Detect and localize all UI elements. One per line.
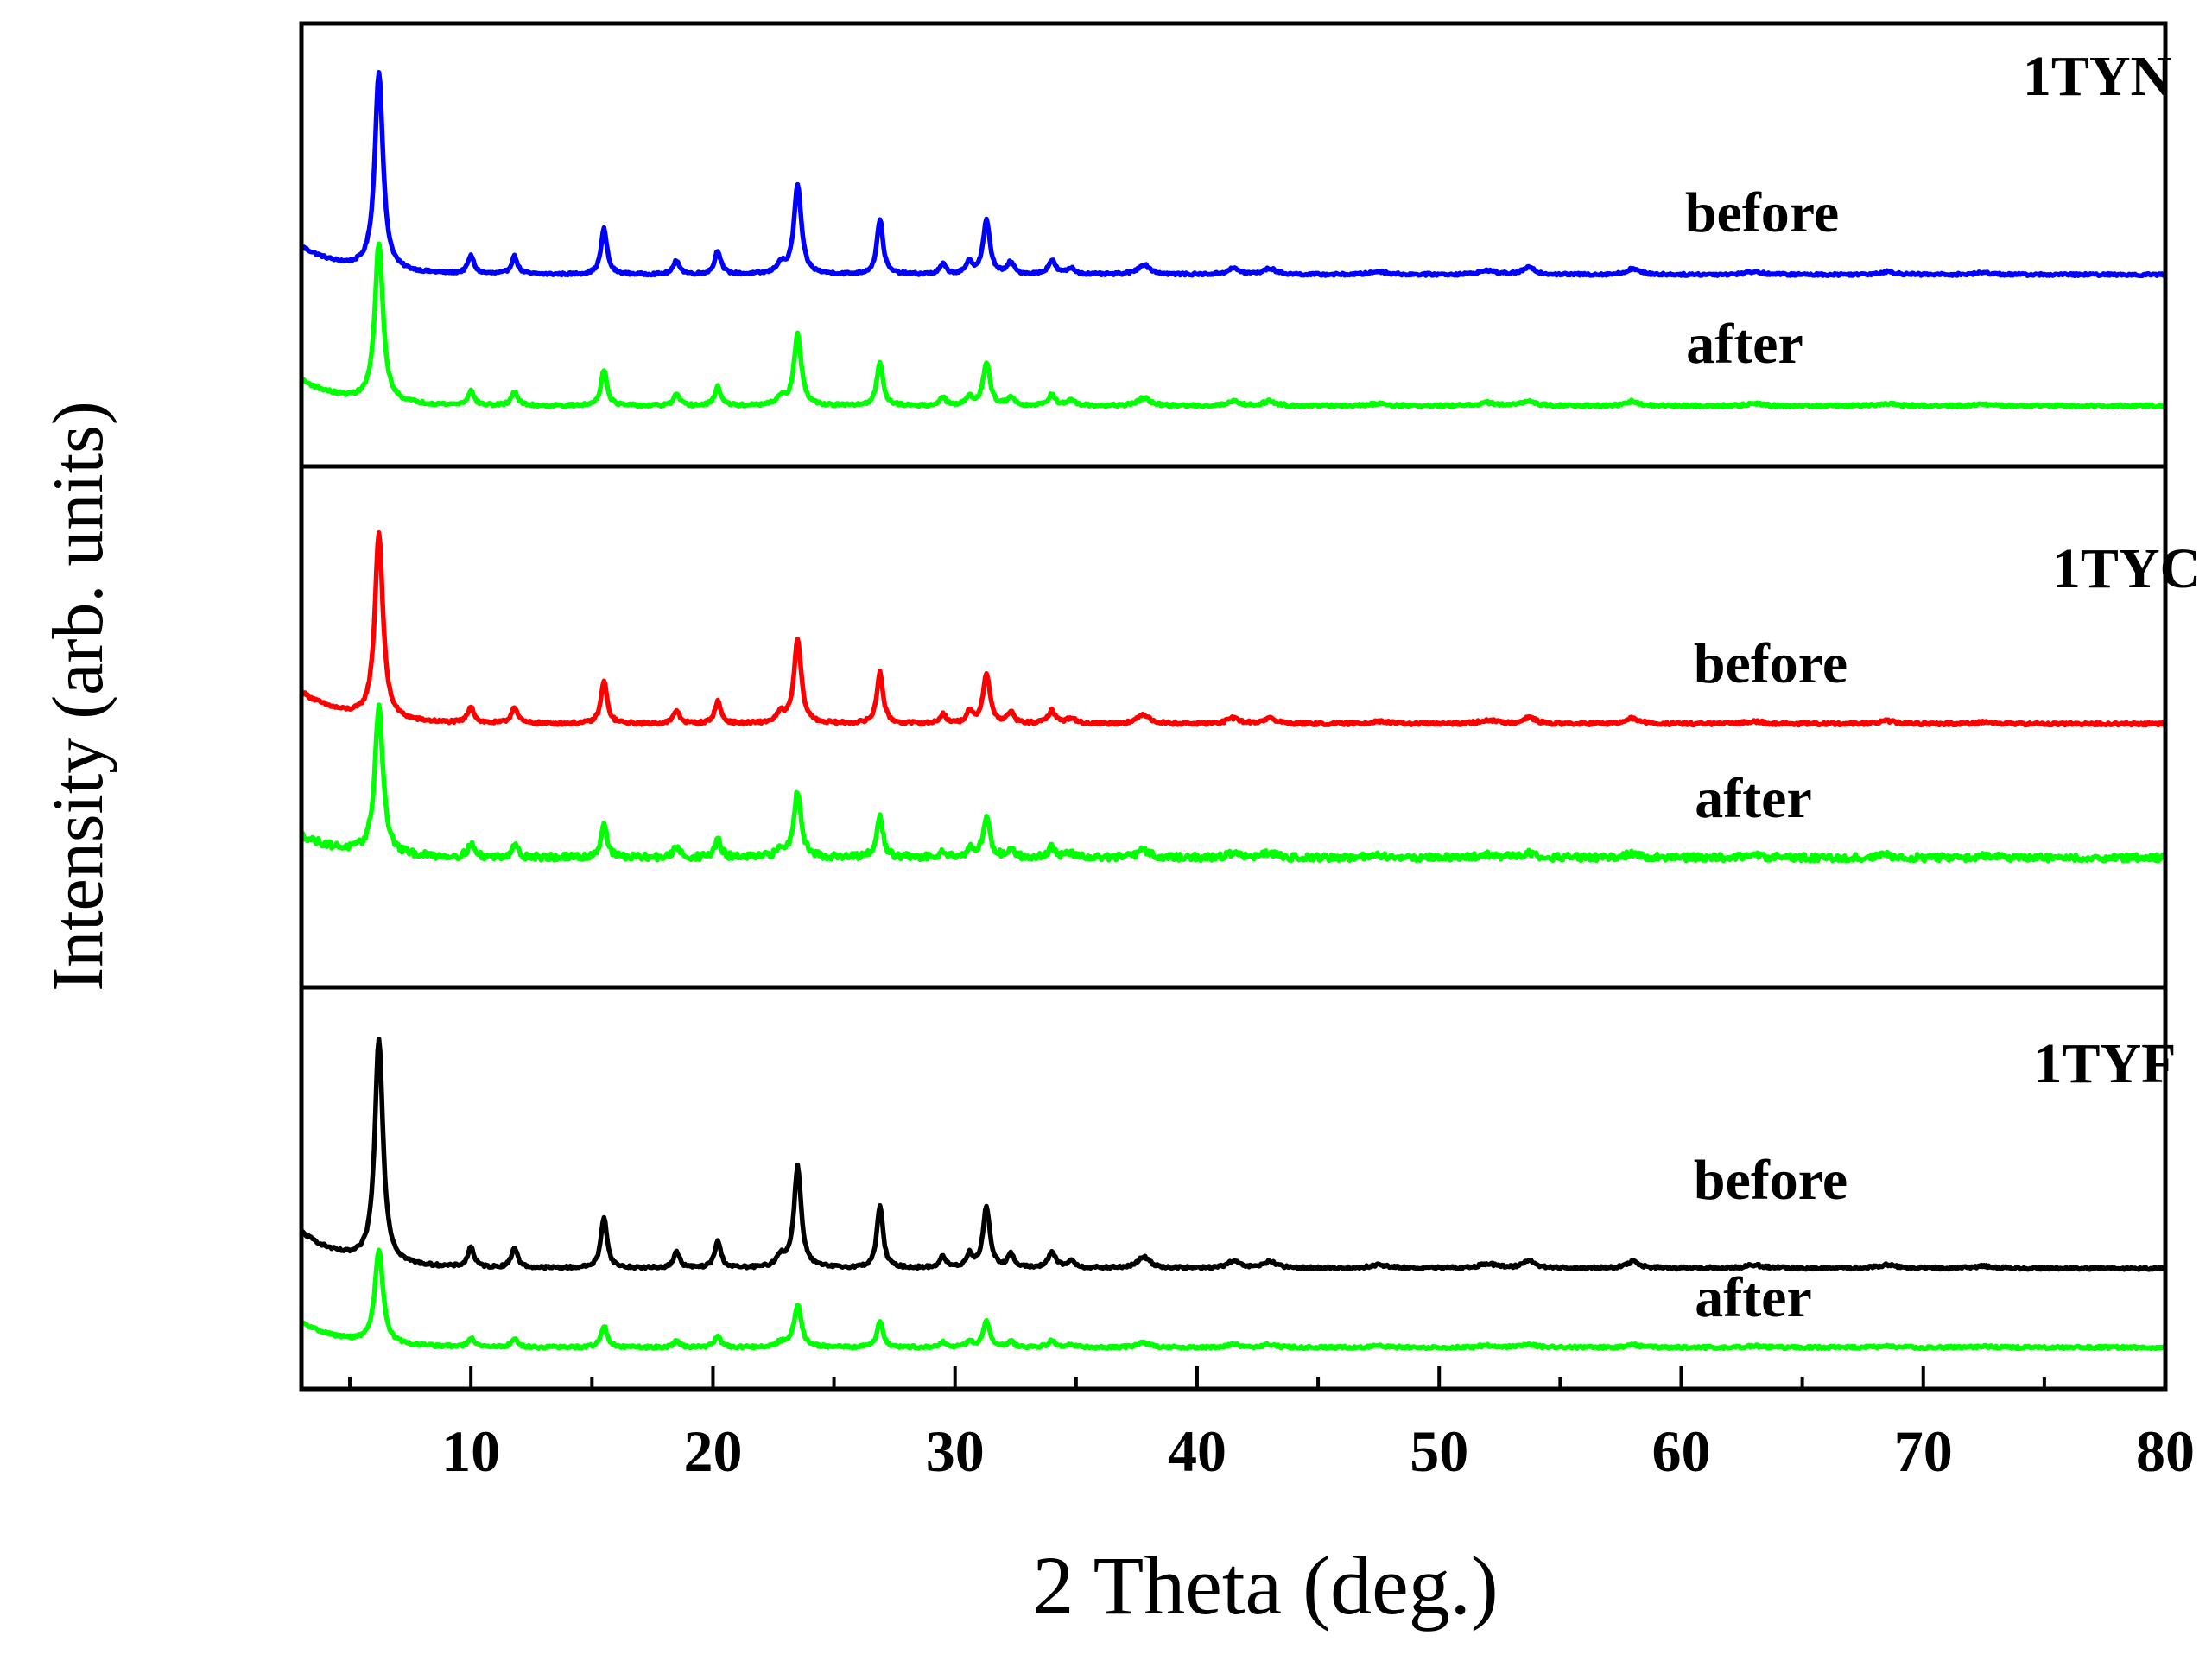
series-label-1tyf-after: after	[1695, 1266, 1812, 1329]
x-axis-label: 2 Theta (deg.)	[1032, 1539, 1498, 1632]
series-line-1tyf-before	[300, 1036, 2167, 1272]
x-tick-label-70: 70	[1894, 1418, 1953, 1484]
series-line-1tyn-after	[299, 241, 2167, 410]
panels: 1TYN before after 1TYC before after 1TYF before…	[299, 45, 2201, 1352]
series-label-1tyn-before: before	[1685, 181, 1839, 244]
series-label-1tyn-after: after	[1686, 313, 1803, 376]
x-tick-label-20: 20	[683, 1418, 742, 1484]
sample-label-1tyf: 1TYF	[2034, 1032, 2177, 1095]
x-tick-label-80: 80	[2136, 1418, 2195, 1484]
x-tick-label-50: 50	[1410, 1418, 1468, 1484]
series-line-1tyf-after	[300, 1247, 2167, 1352]
plot-frame	[299, 21, 2168, 1392]
series-line-1tyc-before	[299, 529, 2167, 728]
panel-1tyc: 1TYC before after	[299, 529, 2201, 864]
x-tick-label-60: 60	[1651, 1418, 1710, 1484]
y-axis-label: Intensity (arb. units)	[38, 401, 118, 992]
series-line-1tyn-before	[299, 70, 2167, 279]
series-label-1tyc-before: before	[1694, 632, 1848, 695]
x-tick-label-10: 10	[441, 1418, 500, 1484]
sample-label-1tyc: 1TYC	[2052, 537, 2201, 600]
series-label-1tyf-before: before	[1694, 1149, 1848, 1212]
x-tick-label-30: 30	[926, 1418, 985, 1484]
axes: 10 20 30 40 50 60 70 80	[299, 21, 2195, 1484]
series-label-1tyc-after: after	[1695, 767, 1812, 830]
sample-label-1tyn: 1TYN	[2023, 45, 2171, 108]
x-tick-label-40: 40	[1168, 1418, 1226, 1484]
panel-1tyf: 1TYF before after	[300, 1032, 2177, 1352]
panel-1tyn: 1TYN before after	[299, 45, 2171, 410]
series-line-1tyc-after	[300, 702, 2167, 864]
